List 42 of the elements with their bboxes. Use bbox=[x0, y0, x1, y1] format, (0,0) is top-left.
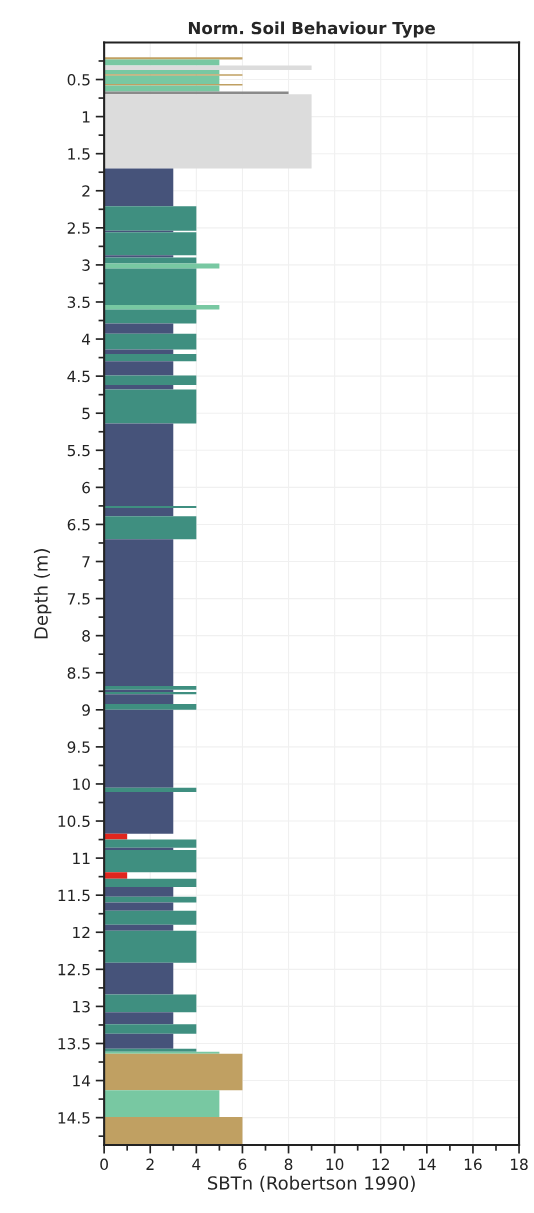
x-tick-label: 18 bbox=[511, 1158, 528, 1171]
y-tick-label: 8.5 bbox=[67, 667, 90, 679]
y-tick-label: 1 bbox=[82, 111, 90, 123]
y-tick-label: 1.5 bbox=[68, 148, 90, 160]
x-tick-label: 2 bbox=[146, 1158, 154, 1170]
x-tick-label: 12 bbox=[372, 1158, 389, 1170]
x-tick-label: 4 bbox=[192, 1158, 201, 1170]
y-tick-label: 5 bbox=[82, 407, 90, 420]
x-tick-label: 10 bbox=[326, 1158, 344, 1171]
y-tick-label: 13.5 bbox=[58, 1037, 90, 1050]
x-tick-label: 6 bbox=[238, 1158, 247, 1171]
y-tick-label: 5.5 bbox=[67, 444, 90, 457]
y-tick-label: 7.5 bbox=[67, 593, 90, 605]
y-tick-label: 12 bbox=[73, 926, 90, 939]
y-tick-label: 9.5 bbox=[67, 741, 90, 753]
y-tick-label: 10.5 bbox=[58, 815, 90, 828]
y-tick-label: 10 bbox=[73, 778, 90, 790]
y-tick-label: 11.5 bbox=[58, 889, 90, 902]
x-axis-title: SBTn (Robertson 1990) bbox=[207, 1175, 415, 1192]
chart-title: Norm. Soil Behaviour Type bbox=[188, 21, 435, 38]
y-tick-label: 6 bbox=[82, 481, 90, 494]
x-tick-label: 8 bbox=[284, 1158, 293, 1171]
y-tick-label: 0.5 bbox=[67, 74, 90, 86]
y-tick-label: 14.5 bbox=[58, 1112, 90, 1124]
y-axis-title: Depth (m) bbox=[33, 549, 52, 639]
y-tick-label: 14 bbox=[73, 1075, 91, 1087]
y-tick-label: 4.5 bbox=[67, 370, 90, 383]
y-tick-label: 2.5 bbox=[67, 222, 90, 234]
y-tick-label: 7 bbox=[82, 556, 90, 568]
y-tick-label: 12.5 bbox=[58, 963, 90, 976]
x-tick-label: 0 bbox=[100, 1158, 108, 1171]
y-tick-label: 6.5 bbox=[67, 518, 90, 531]
x-tick-label: 16 bbox=[464, 1158, 482, 1171]
y-tick-label: 9 bbox=[82, 704, 90, 716]
y-tick-label: 4 bbox=[81, 333, 91, 345]
y-tick-label: 3.5 bbox=[67, 296, 90, 308]
y-tick-label: 13 bbox=[73, 1000, 90, 1013]
y-tick-label: 2 bbox=[82, 185, 90, 197]
y-tick-label: 3 bbox=[82, 259, 90, 271]
y-tick-label: 8 bbox=[82, 630, 90, 642]
y-tick-label: 11 bbox=[73, 852, 90, 864]
x-tick-label: 14 bbox=[418, 1158, 436, 1170]
